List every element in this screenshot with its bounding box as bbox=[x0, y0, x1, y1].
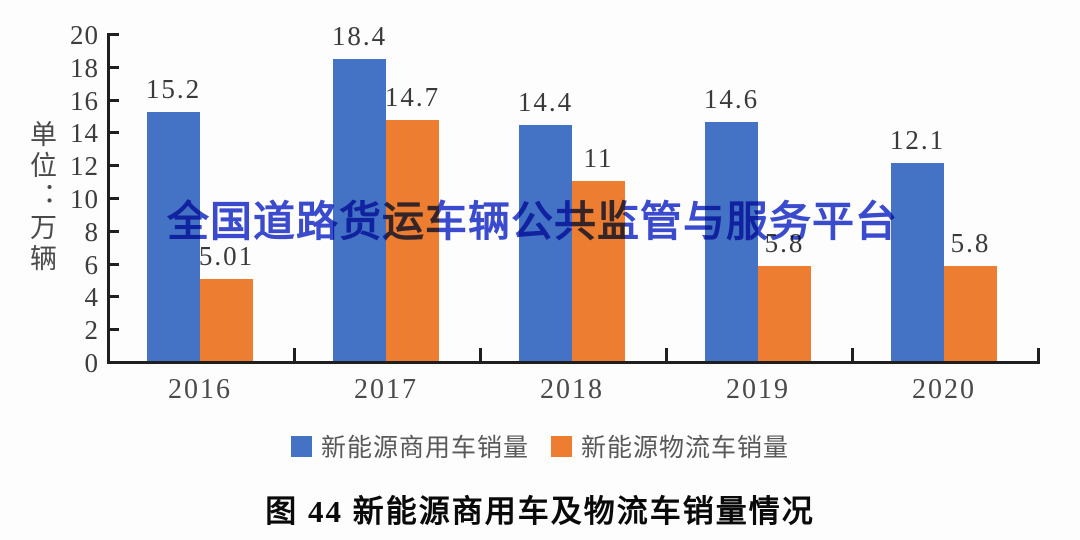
y-tick bbox=[107, 131, 119, 135]
value-label-logistics-2020: 5.8 bbox=[950, 227, 991, 258]
y-tick-label: 4 bbox=[84, 282, 99, 313]
watermark-text: 全国道路货运车辆公共监管与服务平台 bbox=[167, 198, 899, 245]
x-category-label-2016: 2016 bbox=[168, 374, 232, 405]
x-category-label-2020: 2020 bbox=[912, 374, 976, 405]
value-label-commercial-2019: 14.6 bbox=[703, 83, 760, 114]
y-tick-label: 12 bbox=[70, 151, 99, 182]
y-tick-label: 18 bbox=[70, 52, 99, 83]
bar-commercial-2020 bbox=[891, 162, 944, 361]
legend-label-commercial: 新能源商用车销量 bbox=[320, 435, 529, 462]
y-tick-label: 10 bbox=[70, 184, 99, 214]
legend: 新能源商用车销量 新能源物流车销量 bbox=[0, 430, 1080, 462]
x-category-label-2019: 2019 bbox=[726, 374, 790, 405]
legend-item-logistics: 新能源物流车销量 bbox=[551, 428, 789, 464]
y-tick-label: 2 bbox=[84, 315, 99, 346]
y-tick bbox=[107, 295, 119, 299]
x-category-label-2017: 2017 bbox=[354, 374, 418, 405]
y-tick bbox=[107, 262, 119, 266]
legend-item-commercial: 新能源商用车销量 bbox=[290, 428, 529, 464]
x-axis-tick bbox=[665, 348, 668, 361]
bar-commercial-2019 bbox=[705, 121, 758, 361]
legend-label-logistics: 新能源物流车销量 bbox=[581, 435, 790, 462]
value-label-commercial-2017: 18.4 bbox=[331, 21, 388, 52]
value-label-logistics-2019: 5.8 bbox=[764, 227, 805, 258]
y-tick-label: 8 bbox=[84, 216, 99, 247]
value-label-commercial-2020: 12.1 bbox=[889, 124, 946, 155]
x-axis-tick bbox=[293, 348, 296, 361]
y-tick-label: 20 bbox=[70, 20, 99, 50]
value-label-logistics-2016: 5.01 bbox=[198, 240, 255, 271]
y-tick bbox=[107, 33, 119, 36]
x-axis-tick bbox=[851, 348, 854, 361]
x-axis-tick bbox=[107, 348, 110, 361]
y-tick-label: 6 bbox=[84, 249, 99, 280]
bar-commercial-2018 bbox=[519, 124, 572, 361]
bar-logistics-2017 bbox=[386, 119, 439, 361]
bar-commercial-2016 bbox=[147, 111, 200, 361]
y-tick bbox=[107, 328, 119, 332]
value-label-commercial-2016: 15.2 bbox=[145, 73, 202, 104]
y-tick bbox=[107, 164, 119, 168]
y-tick bbox=[107, 197, 119, 200]
figure-caption: 图 44 新能源商用车及物流车销量情况 bbox=[265, 494, 815, 529]
y-axis-unit-label: 单位：万辆 bbox=[26, 120, 56, 275]
y-tick bbox=[107, 229, 119, 233]
x-axis-tick bbox=[1037, 348, 1040, 361]
y-tick-label: 14 bbox=[70, 118, 99, 149]
value-label-logistics-2018: 11 bbox=[583, 142, 614, 173]
bar-logistics-2016 bbox=[200, 278, 253, 361]
bar-logistics-2020 bbox=[944, 265, 997, 361]
bar-commercial-2017 bbox=[333, 59, 386, 361]
x-axis-tick bbox=[479, 348, 482, 361]
legend-swatch-orange-icon bbox=[551, 435, 572, 457]
y-tick-label: 0 bbox=[84, 348, 99, 378]
value-label-commercial-2018: 14.4 bbox=[517, 86, 574, 117]
y-tick bbox=[107, 98, 119, 102]
x-category-label-2018: 2018 bbox=[540, 374, 604, 405]
bar-logistics-2018 bbox=[572, 180, 625, 361]
y-tick bbox=[107, 65, 119, 69]
y-tick-label: 16 bbox=[70, 85, 99, 116]
value-label-logistics-2017: 14.7 bbox=[384, 81, 441, 112]
x-axis-line bbox=[107, 361, 1040, 364]
legend-swatch-blue-icon bbox=[290, 435, 312, 457]
bar-logistics-2019 bbox=[758, 265, 811, 361]
